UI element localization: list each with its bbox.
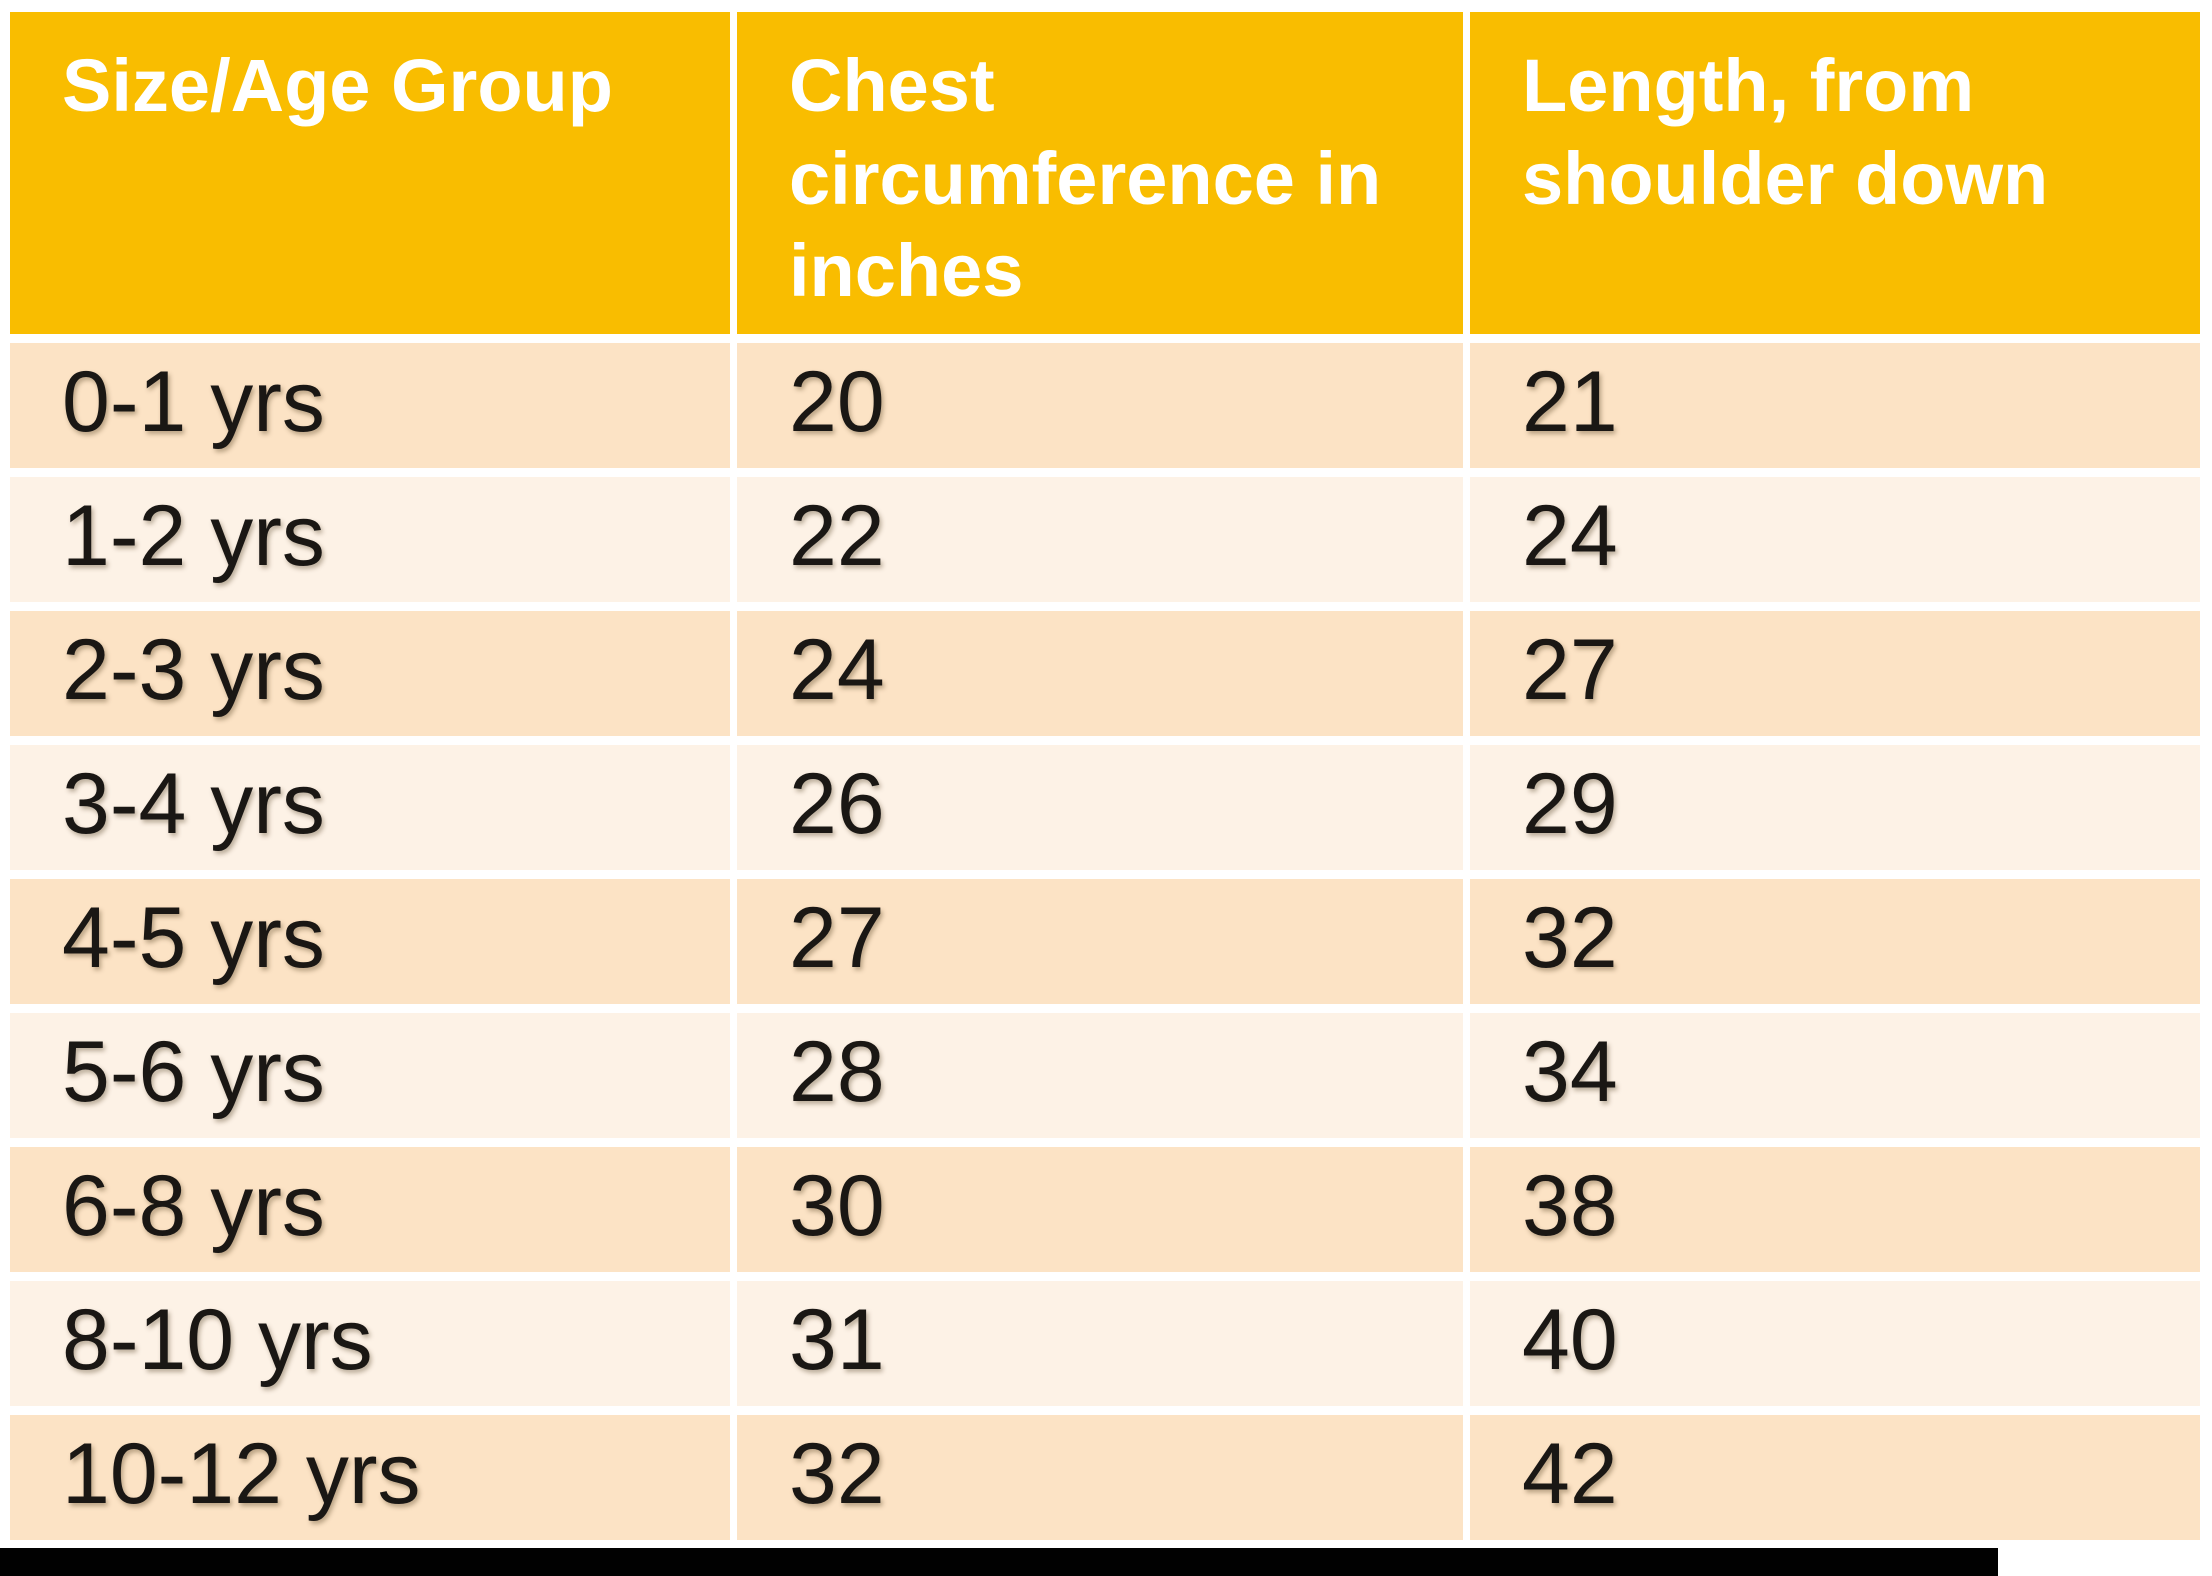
cell-age-group: 0-1 yrs <box>10 343 730 468</box>
cell-length: 24 <box>1470 477 2200 602</box>
table-row: 4-5 yrs 27 32 <box>10 879 2200 1004</box>
header-cell-chest-circumference: Chest circumference in inches <box>737 12 1463 334</box>
cell-age-group: 2-3 yrs <box>10 611 730 736</box>
cell-length: 42 <box>1470 1415 2200 1540</box>
cell-age-group: 8-10 yrs <box>10 1281 730 1406</box>
cell-length: 21 <box>1470 343 2200 468</box>
table-row: 0-1 yrs 20 21 <box>10 343 2200 468</box>
table-row: 1-2 yrs 22 24 <box>10 477 2200 602</box>
cell-length: 32 <box>1470 879 2200 1004</box>
cell-chest-circumference: 24 <box>737 611 1463 736</box>
table-row: 8-10 yrs 31 40 <box>10 1281 2200 1406</box>
cell-length: 38 <box>1470 1147 2200 1272</box>
cell-chest-circumference: 27 <box>737 879 1463 1004</box>
header-row: Size/Age Group Chest circumference in in… <box>10 12 2200 334</box>
cell-chest-circumference: 22 <box>737 477 1463 602</box>
table-row: 6-8 yrs 30 38 <box>10 1147 2200 1272</box>
cell-length: 34 <box>1470 1013 2200 1138</box>
cell-chest-circumference: 28 <box>737 1013 1463 1138</box>
table-row: 3-4 yrs 26 29 <box>10 745 2200 870</box>
table-row: 5-6 yrs 28 34 <box>10 1013 2200 1138</box>
table-header: Size/Age Group Chest circumference in in… <box>10 12 2200 334</box>
cell-length: 27 <box>1470 611 2200 736</box>
cell-chest-circumference: 31 <box>737 1281 1463 1406</box>
cell-age-group: 4-5 yrs <box>10 879 730 1004</box>
cell-age-group: 10-12 yrs <box>10 1415 730 1540</box>
cell-age-group: 3-4 yrs <box>10 745 730 870</box>
cell-chest-circumference: 20 <box>737 343 1463 468</box>
cell-age-group: 6-8 yrs <box>10 1147 730 1272</box>
cell-length: 29 <box>1470 745 2200 870</box>
header-cell-size-age-group: Size/Age Group <box>10 12 730 334</box>
table-body: 0-1 yrs 20 21 1-2 yrs 22 24 2-3 yrs 24 27 3-4 yrs… <box>10 343 2200 1540</box>
size-chart-table: Size/Age Group Chest circumference in in… <box>3 3 2207 1549</box>
table-row: 2-3 yrs 24 27 <box>10 611 2200 736</box>
header-cell-length-shoulder-down: Length, from shoulder down <box>1470 12 2200 334</box>
cell-chest-circumference: 26 <box>737 745 1463 870</box>
cell-age-group: 1-2 yrs <box>10 477 730 602</box>
cell-chest-circumference: 32 <box>737 1415 1463 1540</box>
cell-chest-circumference: 30 <box>737 1147 1463 1272</box>
cell-length: 40 <box>1470 1281 2200 1406</box>
bottom-black-bar <box>0 1548 1998 1576</box>
table-row: 10-12 yrs 32 42 <box>10 1415 2200 1540</box>
cell-age-group: 5-6 yrs <box>10 1013 730 1138</box>
